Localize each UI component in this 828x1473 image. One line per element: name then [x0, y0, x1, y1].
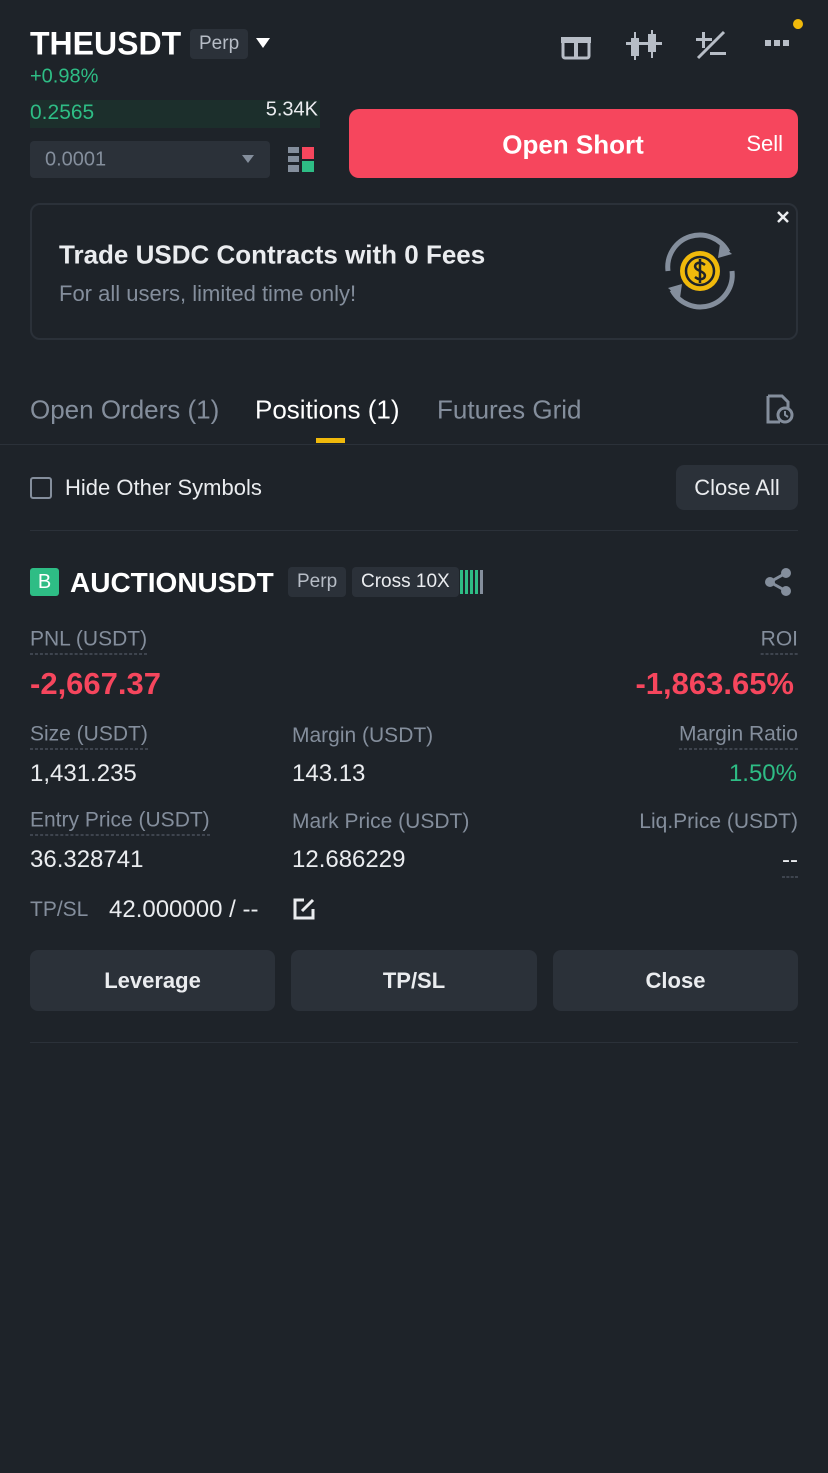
promo-banner[interactable]	[30, 203, 798, 340]
notification-dot	[793, 19, 803, 29]
tab[interactable]: Open Orders (1)	[30, 394, 220, 425]
precision-arrow	[242, 155, 254, 163]
pnl-value: -2,667.37	[30, 666, 161, 701]
divider	[0, 444, 828, 445]
tab-active[interactable]: Positions (1)	[255, 394, 400, 425]
adl-indicator	[460, 570, 483, 594]
banner-close[interactable]	[776, 210, 790, 224]
checkbox-label: Hide Other Symbols	[65, 475, 262, 500]
roi-label[interactable]: ROI	[760, 628, 798, 655]
usdc-icon	[665, 232, 735, 310]
roi-value: -1,863.65%	[635, 666, 794, 701]
side-badge: B	[30, 568, 59, 596]
contract-badge: Perp	[190, 29, 249, 59]
liq-price-value[interactable]: --	[782, 847, 798, 878]
margin-ratio-value: 1.50%	[728, 760, 797, 787]
best-price: 0.2565	[30, 101, 95, 124]
history-icon[interactable]	[766, 394, 794, 424]
margin-mode-badge: Cross 10X	[352, 567, 459, 597]
symbol[interactable]: THEUSDT	[30, 25, 182, 62]
depth-bar	[30, 100, 320, 128]
tab[interactable]: Futures Grid	[437, 394, 582, 425]
contract-badge: Perp	[288, 567, 347, 597]
checkbox[interactable]	[30, 477, 52, 499]
tpsl-button[interactable]: TP/SL	[291, 950, 537, 1011]
margin-value: 143.13	[292, 760, 366, 787]
dropdown-arrow[interactable]	[255, 37, 271, 49]
tpsl-label: TP/SL	[30, 898, 89, 921]
promo-subtitle: For all users, limited time only!	[59, 281, 357, 306]
close-button[interactable]: Close	[553, 950, 798, 1011]
entry-price-value: 36.328741	[30, 846, 144, 873]
margin-label: Margin (USDT)	[292, 724, 434, 747]
mark-price-value: 12.686229	[292, 846, 406, 873]
side-label: Sell	[746, 131, 783, 156]
divider	[30, 1042, 798, 1043]
edit-icon[interactable]	[292, 897, 316, 921]
open-short-label: Open Short	[502, 129, 644, 160]
position-symbol[interactable]: AUCTIONUSDT	[70, 567, 274, 598]
price-change: +0.98%	[30, 65, 99, 88]
liq-price-label: Liq.Price (USDT)	[639, 810, 798, 833]
close-all-button[interactable]: Close All	[676, 465, 798, 510]
leverage-button[interactable]: Leverage	[30, 950, 275, 1011]
mark-price-label: Mark Price (USDT)	[292, 810, 470, 833]
share-icon[interactable]	[764, 567, 794, 597]
best-quantity: 5.34K	[265, 98, 318, 121]
entry-price-label[interactable]: Entry Price (USDT)	[30, 809, 210, 836]
open-short-button[interactable]	[349, 109, 798, 178]
layout-toggle[interactable]	[288, 147, 314, 173]
pnl-label[interactable]: PNL (USDT)	[30, 628, 148, 655]
margin-ratio-label[interactable]: Margin Ratio	[678, 723, 798, 750]
size-value: 1,431.235	[30, 760, 137, 787]
tab-indicator	[316, 438, 345, 443]
size-label[interactable]: Size (USDT)	[30, 723, 148, 750]
promo-title: Trade USDC Contracts with 0 Fees	[59, 239, 486, 270]
tpsl-value: 42.000000 / --	[109, 896, 259, 923]
precision-value: 0.0001	[45, 148, 107, 171]
divider	[30, 530, 798, 531]
precision-select[interactable]	[30, 141, 270, 178]
toolbar-icons[interactable]	[560, 28, 810, 62]
